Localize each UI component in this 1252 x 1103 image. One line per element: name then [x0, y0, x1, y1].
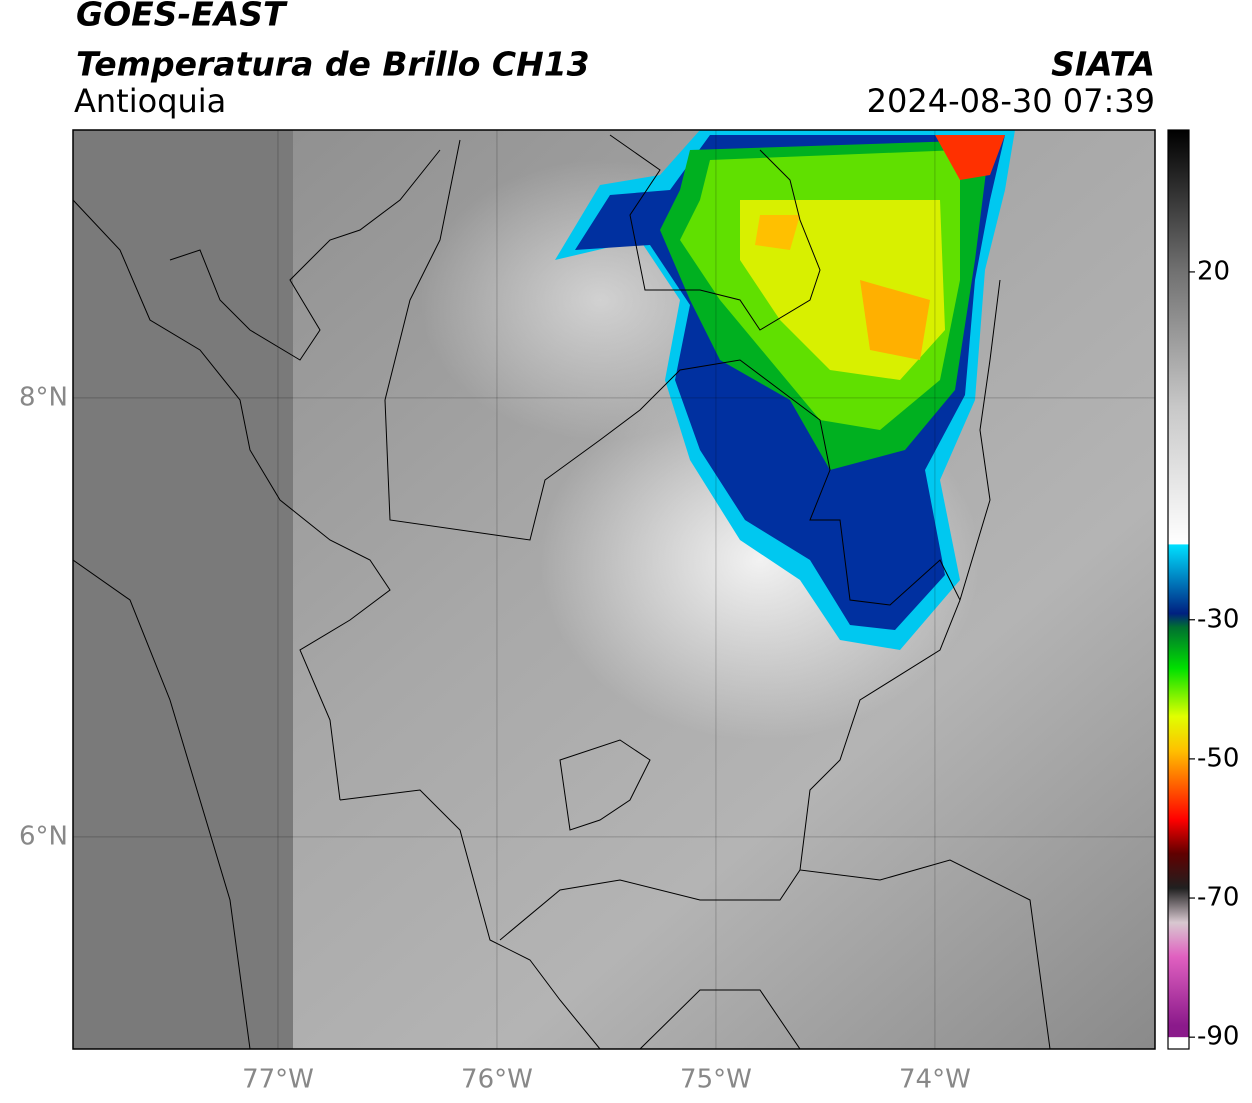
colorbar-frame [1167, 129, 1190, 1050]
y-tick-label: 6°N [19, 821, 68, 851]
x-tick-label: 76°W [461, 1065, 533, 1095]
colorbar-under [1168, 1037, 1189, 1049]
colorbar-tick-label: -90 [1197, 1022, 1239, 1052]
datetime: 2024-08-30 07:39 [867, 82, 1155, 120]
title: GOES-EAST [76, 0, 288, 34]
source: SIATA [1051, 45, 1155, 84]
colorbar-tick-label: -30 [1197, 604, 1239, 634]
x-tick-label: 74°W [899, 1065, 971, 1095]
storm [555, 130, 1015, 650]
colorbar-tick-label: 20 [1197, 256, 1230, 286]
region: Antioquia [74, 82, 226, 120]
map [73, 130, 1155, 1049]
colorbar-tick-label: -70 [1197, 883, 1239, 913]
subtitle: Temperatura de Brillo CH13 [76, 45, 590, 84]
x-tick-label: 77°W [242, 1065, 314, 1095]
x-tick-label: 75°W [680, 1065, 752, 1095]
colorbar: 20 -30 -50 -70 -90 [1167, 129, 1239, 1052]
colorbar-ramp [1168, 130, 1189, 1038]
boundaries [73, 134, 1051, 1049]
map-frame [72, 129, 1156, 1050]
y-tick-label: 8°N [19, 382, 68, 412]
colorbar-tick-label: -50 [1197, 743, 1239, 773]
ocean [73, 130, 293, 1049]
graticule: 77°W 76°W 75°W 74°W 8°N 6°N [19, 130, 1155, 1095]
